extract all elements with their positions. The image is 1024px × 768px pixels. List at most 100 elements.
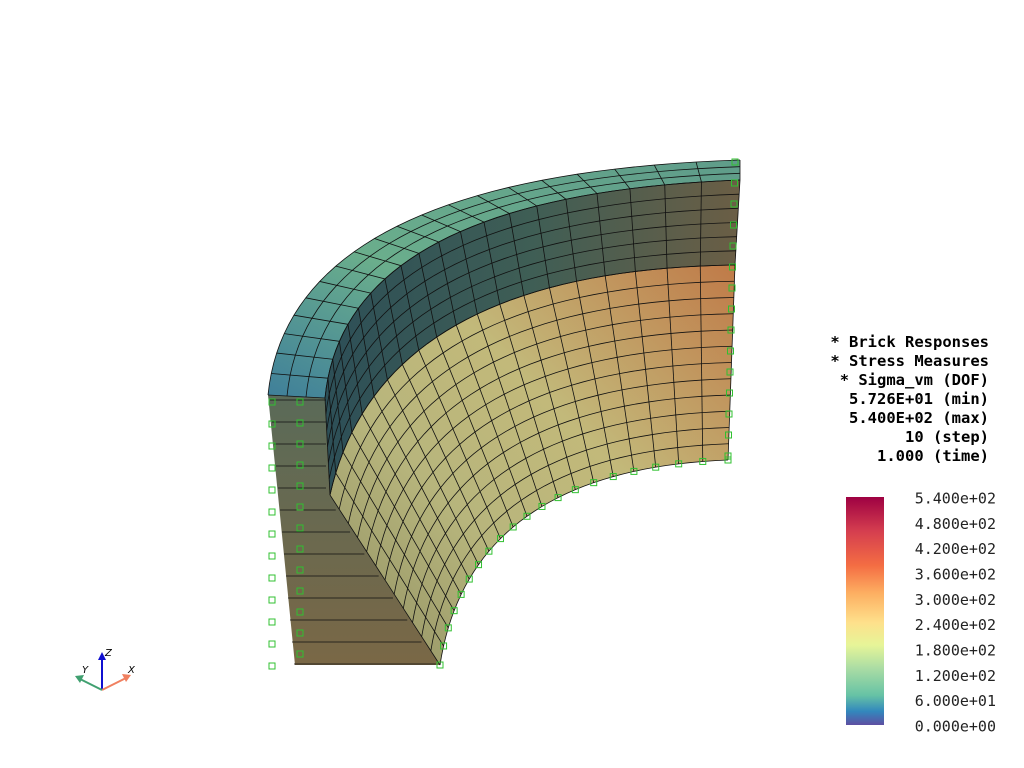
info-line: 5.400E+02 (max)	[849, 409, 989, 427]
constraint-marker	[296, 566, 304, 574]
constraint-marker	[296, 545, 304, 553]
mesh-line	[293, 314, 349, 325]
mesh-line	[477, 195, 510, 214]
mesh-line	[366, 329, 733, 552]
mesh-line	[653, 164, 666, 186]
constraint-marker	[296, 650, 304, 658]
constraint-marker	[699, 457, 707, 465]
mesh-line	[305, 297, 359, 309]
mesh-line	[384, 362, 732, 581]
constraint-marker	[268, 420, 276, 428]
constraint-marker	[731, 179, 738, 187]
constraint-marker	[729, 242, 737, 250]
axis-label: Y	[82, 665, 89, 676]
constraint-marker	[475, 561, 483, 569]
mesh-line	[439, 459, 729, 666]
mesh-line	[327, 236, 737, 463]
mesh-line	[393, 378, 731, 595]
mesh-line	[271, 373, 328, 379]
mesh-line	[402, 394, 731, 609]
constraint-marker	[730, 221, 737, 229]
constraint-marker	[729, 263, 736, 271]
constraint-marker	[296, 461, 304, 469]
result-info: * Brick Responses * Stress Measures * Si…	[830, 333, 989, 465]
constraint-marker	[728, 284, 736, 292]
colorbar-label: 5.400e+02	[915, 490, 996, 508]
mesh-line	[412, 410, 730, 623]
mesh-line	[508, 187, 537, 207]
constraint-marker	[571, 486, 579, 494]
constraint-marker	[496, 535, 504, 543]
constraint-marker	[726, 368, 734, 376]
constraint-marker	[450, 607, 458, 615]
mesh-line	[305, 172, 741, 398]
constraint-marker	[296, 440, 304, 448]
constraint-marker	[268, 486, 276, 494]
constraint-marker	[436, 661, 444, 669]
constraint-marker	[268, 552, 276, 560]
constraint-marker	[296, 482, 304, 490]
constraint-marker	[609, 473, 617, 481]
constraint-marker	[730, 200, 738, 208]
mesh-line	[421, 214, 461, 232]
mesh-line	[375, 345, 733, 566]
mesh-line	[421, 427, 730, 637]
constraint-marker	[268, 464, 276, 472]
mesh-line	[448, 204, 485, 223]
top-face	[268, 160, 740, 398]
colorbar-label: 0.000e+00	[915, 718, 996, 736]
constraint-marker	[523, 512, 531, 520]
info-line: 1.000 (time)	[877, 447, 989, 465]
constraint-marker	[509, 523, 517, 531]
constraint-marker	[630, 467, 638, 475]
mesh-line	[327, 222, 738, 447]
mesh-line	[347, 297, 734, 524]
constraint-marker	[296, 398, 304, 406]
constraint-marker	[296, 587, 304, 595]
info-line: * Stress Measures	[830, 352, 989, 370]
colorbar-label: 1.800e+02	[915, 642, 996, 660]
info-line: 10 (step)	[905, 428, 989, 446]
info-line: 5.726E+01 (min)	[849, 390, 989, 408]
axis-label: X	[127, 665, 136, 676]
mesh-line	[396, 225, 439, 243]
axis-label: Z	[104, 648, 113, 659]
constraint-marker	[268, 398, 276, 406]
mesh-line	[267, 394, 326, 399]
info-line: * Sigma_vm (DOF)	[830, 371, 989, 389]
inner-face	[330, 265, 735, 665]
mesh-line	[325, 193, 740, 415]
constraint-marker	[724, 456, 732, 464]
mesh-line	[614, 168, 631, 189]
end-face	[268, 395, 440, 665]
mesh-line	[430, 443, 729, 651]
constraint-marker	[296, 524, 304, 532]
constraint-marker	[268, 640, 276, 648]
colorbar-labels: 5.400e+02 4.800e+02 4.200e+02 3.600e+02 3.00…	[915, 490, 996, 736]
constraint-marker	[268, 442, 276, 450]
mesh-line	[328, 250, 736, 479]
constraint-marker	[440, 642, 448, 650]
wall-face	[325, 180, 740, 495]
mesh-line	[276, 352, 333, 360]
constraint-marker	[268, 508, 276, 516]
info-line: * Brick Responses	[830, 333, 989, 351]
constraint-marker	[726, 389, 733, 397]
constraint-marker	[296, 503, 304, 511]
constraint-marker	[457, 590, 465, 598]
constraint-marker	[728, 305, 735, 313]
constraint-marker	[268, 596, 276, 604]
mesh-line	[353, 251, 402, 267]
mesh-line	[326, 207, 739, 431]
constraint-marker	[268, 530, 276, 538]
constraint-marker	[731, 158, 739, 166]
mesh-line	[329, 264, 736, 496]
mesh-line	[335, 265, 386, 280]
mesh-line	[324, 179, 741, 399]
constraint-marker	[675, 460, 683, 468]
colorbar	[846, 497, 884, 725]
constraint-marker	[554, 494, 562, 502]
mesh-line	[576, 173, 598, 194]
constraint-marker	[296, 629, 304, 637]
constraint-marker	[268, 574, 276, 582]
